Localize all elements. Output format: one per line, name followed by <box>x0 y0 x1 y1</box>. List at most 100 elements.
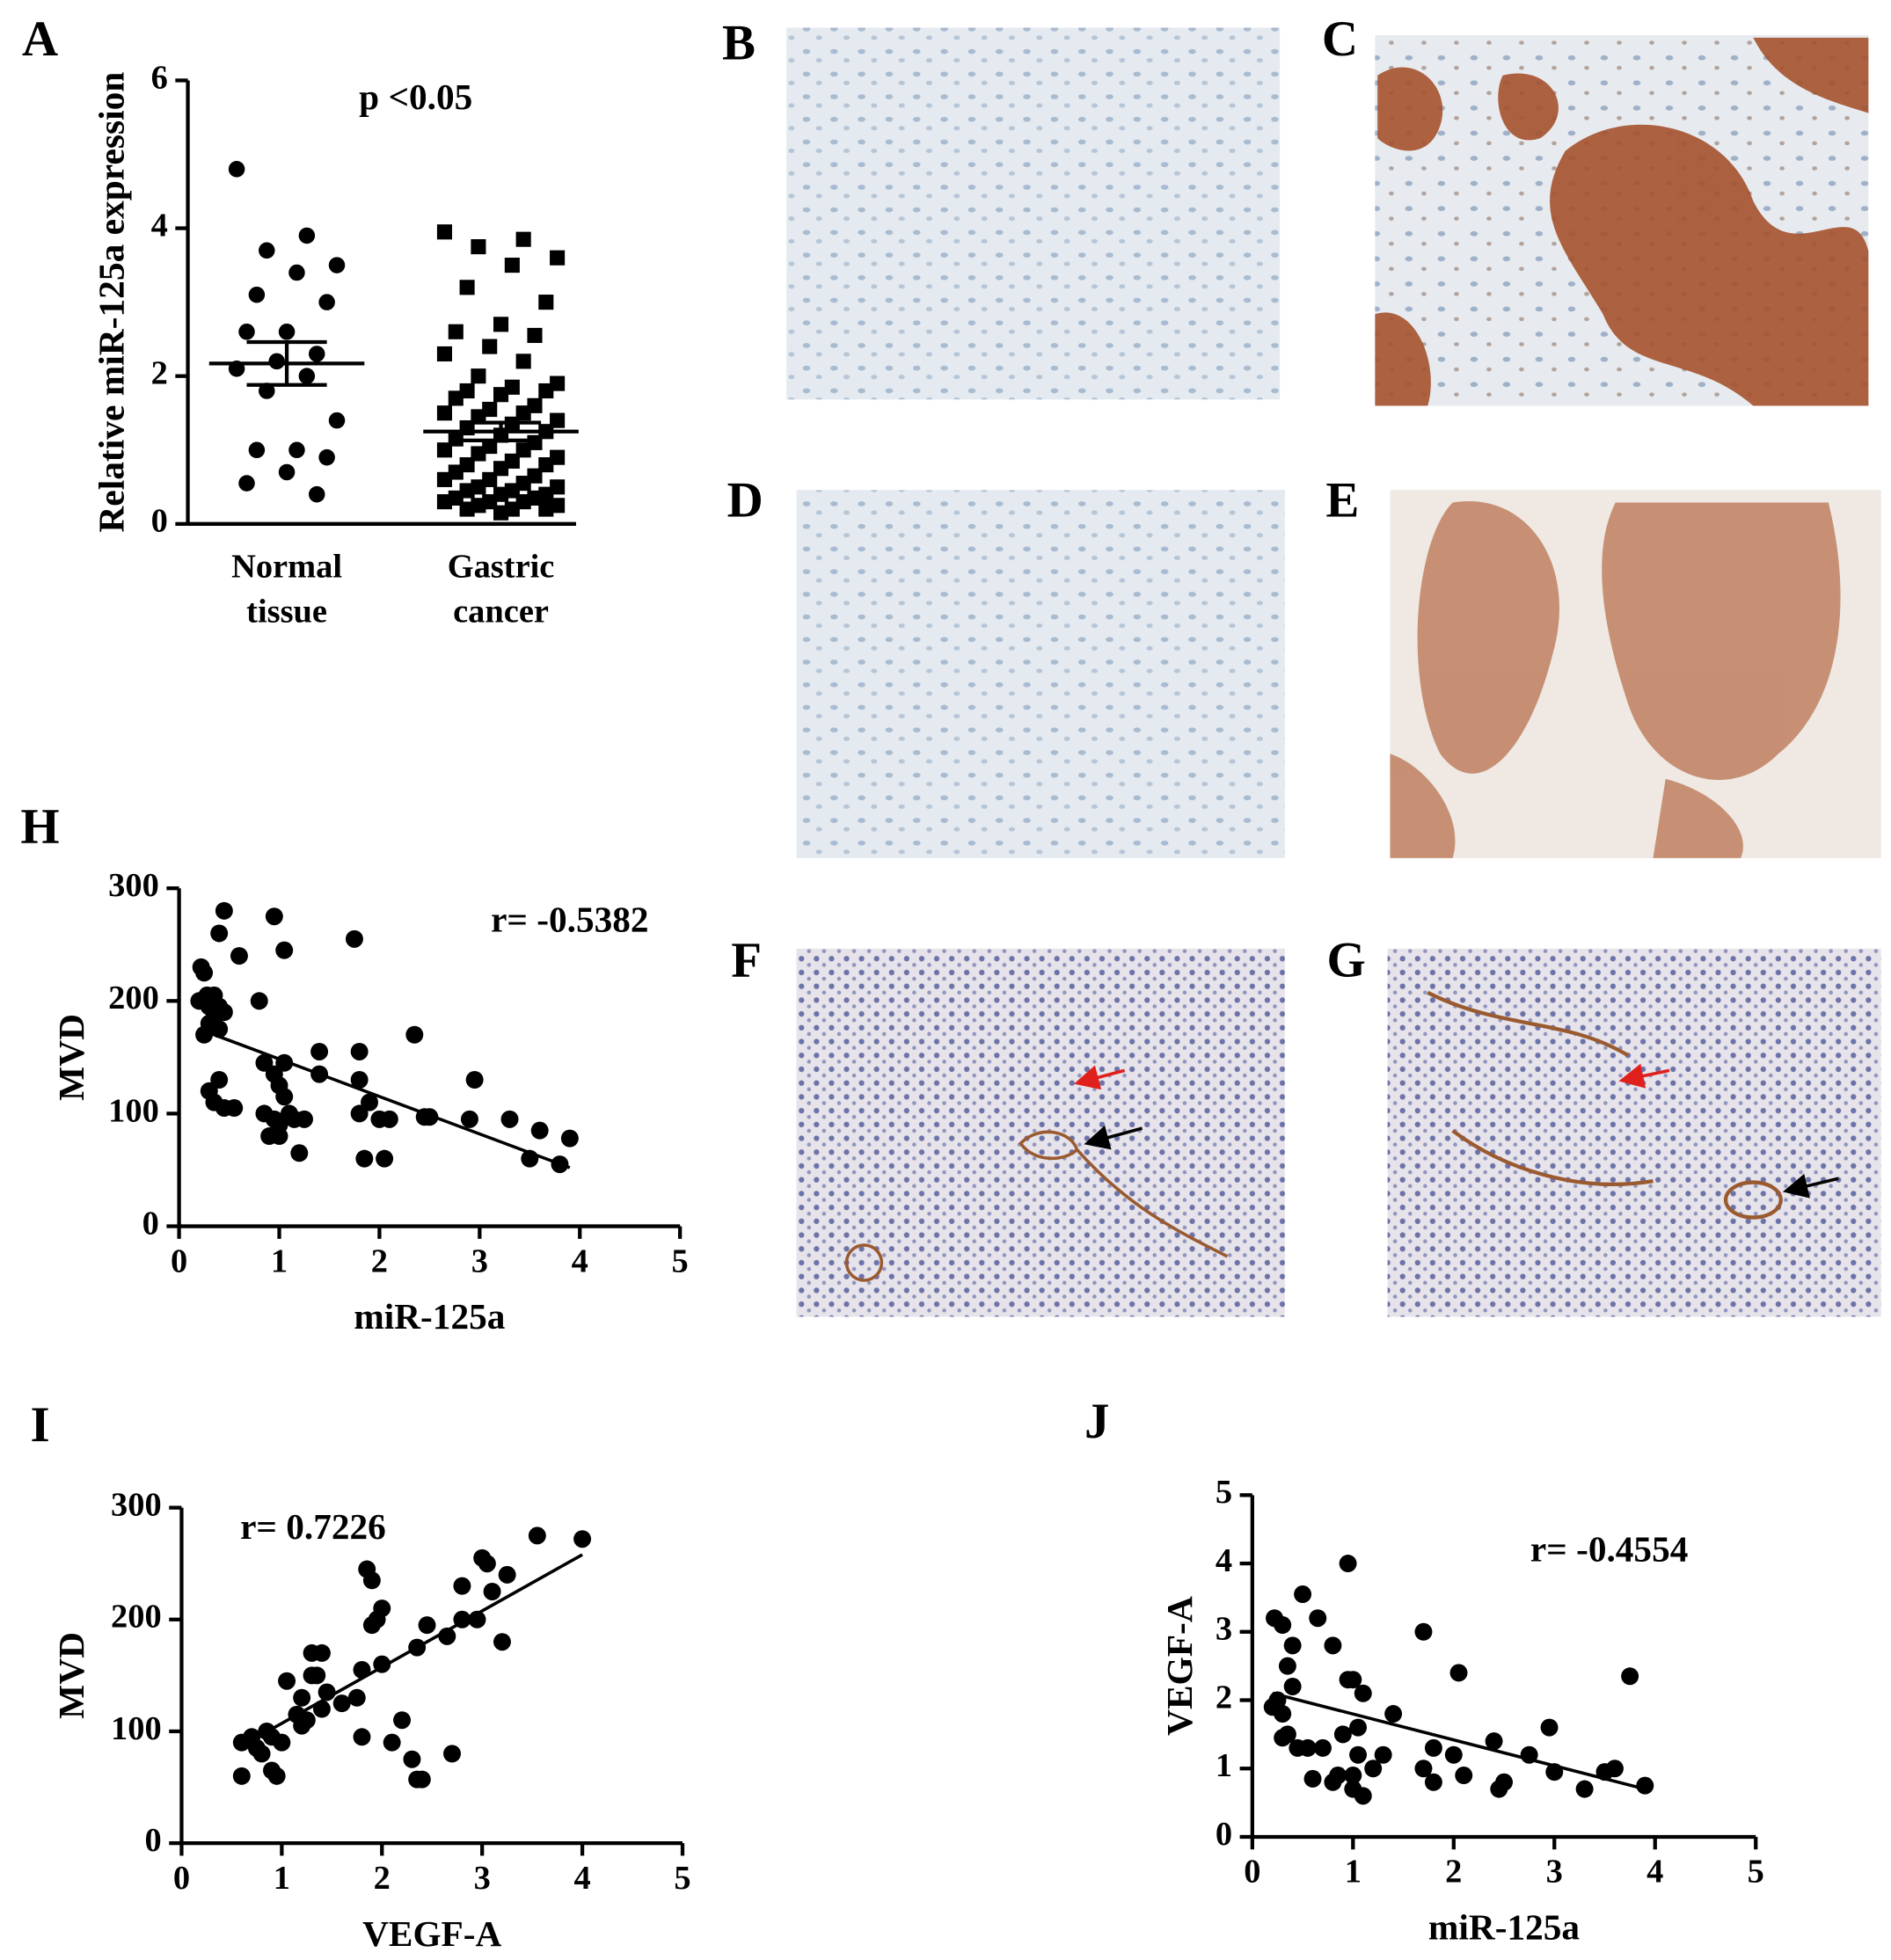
y-tick-label: 6 <box>151 59 168 96</box>
data-point <box>1636 1776 1654 1795</box>
data-point <box>1495 1773 1513 1791</box>
data-point <box>1314 1738 1332 1757</box>
data-point <box>1449 1664 1468 1682</box>
data-point <box>228 161 245 178</box>
data-point <box>560 1129 579 1148</box>
data-point <box>248 286 266 303</box>
data-point <box>297 1711 316 1730</box>
data-point <box>1540 1718 1559 1737</box>
data-point <box>275 941 294 959</box>
panel-label: J <box>1084 1394 1109 1449</box>
annotation: r= -0.4554 <box>1530 1528 1688 1569</box>
data-point <box>290 1144 309 1162</box>
y-tick-label: 0 <box>142 1205 159 1242</box>
data-point <box>328 412 346 429</box>
micrograph-d <box>796 490 1285 858</box>
data-point <box>515 353 531 369</box>
data-point <box>308 485 325 503</box>
panel-label: G <box>1326 932 1365 987</box>
x-tick-label: 3 <box>471 1242 488 1279</box>
annotation: r= 0.7226 <box>240 1506 386 1547</box>
data-point <box>250 992 268 1010</box>
data-point <box>347 1688 366 1707</box>
data-point <box>403 1750 421 1768</box>
x-axis-label: VEGF-A <box>362 1913 501 1954</box>
data-point <box>350 1104 369 1123</box>
y-tick-label: 1 <box>1216 1747 1232 1784</box>
data-point <box>436 224 453 240</box>
data-point <box>573 1530 592 1548</box>
data-point <box>471 368 486 384</box>
data-point <box>500 1110 519 1128</box>
x-tick-label: 5 <box>674 1860 690 1897</box>
x-axis-label: miR-125a <box>354 1296 505 1337</box>
fit-line <box>1272 1692 1646 1791</box>
data-point <box>1444 1745 1463 1764</box>
data-point <box>312 1643 331 1662</box>
micrographs <box>786 27 1881 1317</box>
arrow-red <box>1074 1065 1126 1090</box>
x-tick-label: 4 <box>573 1860 590 1897</box>
x-tick-label: 4 <box>1646 1854 1663 1891</box>
data-point <box>288 264 305 281</box>
data-point <box>498 1565 516 1584</box>
data-point <box>265 907 283 926</box>
y-tick-label: 4 <box>151 207 168 244</box>
data-point <box>259 242 275 259</box>
x-tick-label: 5 <box>672 1242 689 1279</box>
micrograph-g <box>1387 948 1881 1317</box>
stain-c <box>1375 37 1869 406</box>
panel-label: F <box>731 932 762 987</box>
y-axis-label: Relative miR-125a expression <box>91 72 132 533</box>
y-tick-label: 0 <box>151 503 168 540</box>
data-point <box>1374 1745 1392 1764</box>
data-point <box>362 1571 381 1590</box>
data-point <box>1333 1725 1352 1744</box>
panel-label: A <box>22 11 58 67</box>
data-point <box>278 323 296 340</box>
data-point <box>1344 1767 1362 1785</box>
data-point <box>230 947 248 965</box>
data-point <box>1349 1745 1368 1764</box>
data-point <box>1349 1718 1368 1737</box>
data-point <box>238 475 255 492</box>
y-tick-label: 4 <box>1216 1542 1232 1579</box>
data-point <box>355 1149 374 1168</box>
data-point <box>373 1599 391 1618</box>
data-point <box>478 1555 496 1573</box>
data-point <box>1364 1760 1383 1778</box>
data-point <box>293 1688 311 1707</box>
y-tick-label: 2 <box>1216 1679 1232 1716</box>
data-point <box>459 501 475 517</box>
data-point <box>504 258 520 273</box>
data-point <box>1324 1636 1342 1655</box>
data-point <box>310 1042 329 1060</box>
x-tick-label: Normal tissue <box>231 548 342 630</box>
data-point <box>1283 1636 1302 1655</box>
data-point <box>270 1127 288 1146</box>
data-point <box>1485 1732 1503 1751</box>
x-tick-label: 1 <box>271 1242 288 1279</box>
data-point <box>252 1745 271 1763</box>
data-point <box>1414 1760 1433 1778</box>
data-point <box>1274 1616 1292 1635</box>
data-point <box>1309 1609 1327 1628</box>
data-point <box>255 1053 274 1072</box>
data-point <box>238 323 255 340</box>
data-point <box>1283 1677 1302 1695</box>
data-point <box>405 1025 424 1044</box>
panel-label: D <box>727 472 763 528</box>
x-tick-label: 2 <box>371 1242 388 1279</box>
data-point <box>1621 1667 1639 1686</box>
data-point <box>353 1728 371 1746</box>
vessels-g <box>1427 990 1783 1220</box>
data-point <box>493 1633 511 1651</box>
data-point <box>528 1526 546 1545</box>
vessels-f <box>844 1130 1229 1282</box>
data-point <box>418 1616 436 1635</box>
data-point <box>1354 1787 1372 1805</box>
data-point <box>1384 1705 1403 1723</box>
y-tick-label: 200 <box>108 980 159 1016</box>
arrow-black <box>1782 1173 1839 1199</box>
